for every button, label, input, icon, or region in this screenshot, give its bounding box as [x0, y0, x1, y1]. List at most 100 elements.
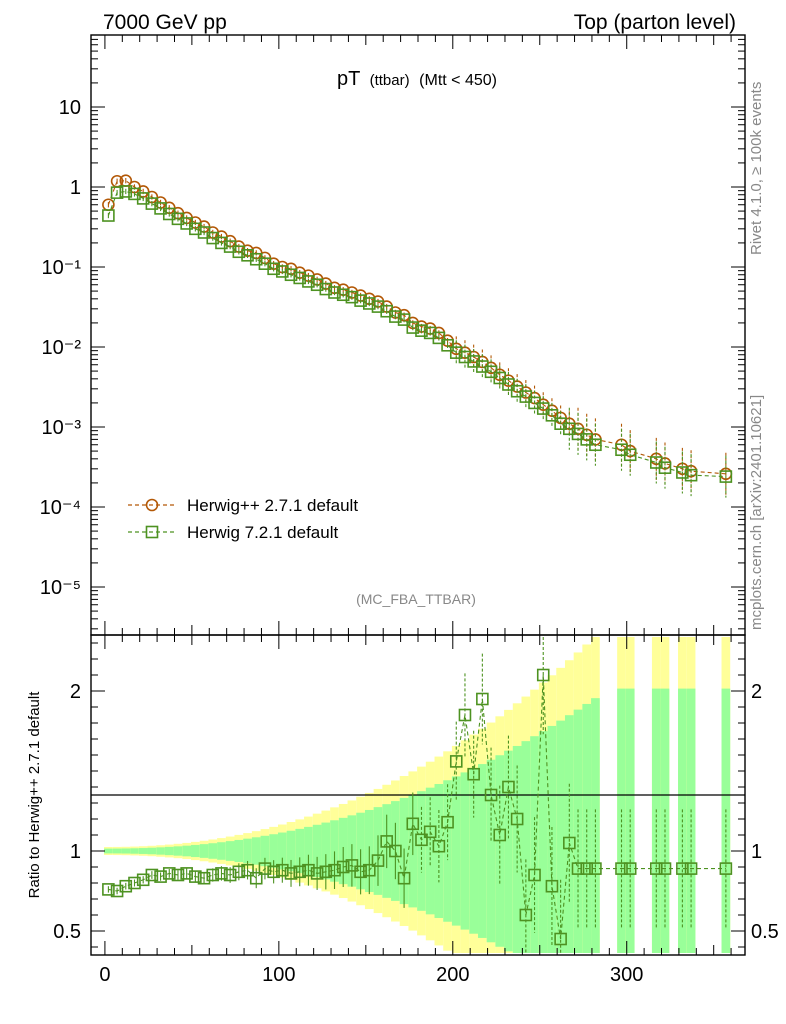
- ratio-point: [284, 867, 298, 880]
- ratio-point: [362, 863, 376, 877]
- data-point-herwig7: [102, 209, 115, 222]
- ratio-point: [449, 755, 463, 768]
- ratio-point: [354, 865, 367, 879]
- x-tick-label: 200: [436, 964, 469, 986]
- legend-entry-herwigpp: Herwig++ 2.7.1 default: [128, 496, 358, 515]
- band-green: [182, 845, 192, 857]
- ratio-point: [102, 883, 115, 896]
- band-green: [269, 834, 278, 868]
- data-point-herwig7: [276, 265, 289, 278]
- ratio-point: [580, 862, 594, 875]
- band-green: [425, 787, 435, 915]
- ratio-point: [145, 868, 159, 882]
- ratio-point: [302, 863, 315, 877]
- watermark: (MC_FBA_TTBAR): [356, 591, 476, 607]
- data-point-herwig7: [397, 313, 411, 326]
- ratio-point: [380, 835, 393, 848]
- ratio-y-tick-label: 1: [70, 841, 81, 863]
- ratio-point: [154, 870, 167, 883]
- x-tick-label: 0: [99, 964, 110, 986]
- header-right: Top (parton level): [574, 11, 736, 34]
- y-tick-label: 1: [70, 177, 81, 199]
- data-point-herwig7: [493, 371, 507, 385]
- ratio-point: [206, 868, 220, 882]
- ratio-point: [258, 862, 272, 875]
- data-point-herwig7: [676, 466, 689, 479]
- band-green: [460, 772, 470, 930]
- data-point-herwig7: [171, 212, 185, 226]
- ratio-y-tick-label-right: 1: [751, 841, 762, 863]
- band-green: [538, 731, 548, 953]
- y-tick-label: 10: [59, 97, 81, 119]
- main-series: [102, 174, 733, 498]
- ratio-point: [345, 859, 359, 872]
- ratio-point: [476, 692, 489, 706]
- ratio-point: [493, 828, 507, 842]
- data-point-herwig7: [519, 390, 533, 403]
- data-point-herwig7: [458, 350, 472, 364]
- ratio-point: [649, 862, 663, 875]
- band-green: [225, 841, 235, 861]
- ratio-point: [276, 863, 289, 877]
- data-point-herwig7: [719, 470, 733, 483]
- ratio-point: [623, 862, 637, 875]
- main-ticks: 10 1 10⁻¹ 10⁻² 10⁻³ 10⁻⁴ 10⁻⁵: [40, 35, 745, 635]
- ratio-point: [267, 865, 280, 879]
- ratio-point: [389, 844, 402, 858]
- data-point-herwig7: [415, 324, 428, 337]
- ratio-point: [589, 862, 602, 875]
- title-main: pT: [337, 68, 360, 90]
- ratio-point: [128, 876, 141, 890]
- data-point-herwig7: [658, 461, 672, 474]
- data-point-herwig7: [623, 448, 637, 462]
- ratio-ticks: 0.5 0.5 1 1 2 2 0 100 200 300: [53, 635, 779, 986]
- band-green: [104, 848, 113, 854]
- data-point-herwig7: [110, 186, 124, 199]
- data-point-herwig7: [128, 187, 141, 201]
- band-green: [451, 776, 461, 926]
- ratio-point: [319, 865, 333, 879]
- data-point-herwig7: [502, 378, 515, 391]
- data-point-herwig7: [232, 245, 246, 259]
- data-point-herwig7: [449, 346, 463, 359]
- band-green: [217, 842, 226, 860]
- rivet-label: Rivet 4.1.0, ≥ 100k events: [748, 82, 765, 255]
- band-green: [121, 848, 131, 854]
- ratio-point: [171, 868, 185, 882]
- ratio-point: [223, 868, 237, 882]
- y-tick-label: 10⁻⁴: [40, 497, 81, 519]
- title-cond: (Mtt < 450): [419, 72, 497, 89]
- ratio-point: [510, 812, 524, 826]
- x-tick-label: 100: [262, 964, 295, 986]
- ratio-point: [197, 871, 211, 885]
- main-frame: [90, 34, 746, 636]
- band-green: [199, 844, 209, 858]
- data-point-herwig7: [536, 402, 550, 415]
- ratio-point: [545, 879, 559, 893]
- ratio-point: [658, 862, 672, 875]
- ratio-point: [684, 862, 698, 875]
- data-point-herwig7: [119, 185, 133, 198]
- data-point-herwig7: [354, 294, 367, 307]
- band-green: [243, 838, 252, 864]
- ratio-point: [119, 879, 133, 893]
- ratio-point: [615, 862, 628, 875]
- ratio-point: [249, 871, 263, 885]
- band-green: [486, 759, 496, 943]
- ratio-y-tick-label: 2: [70, 681, 81, 703]
- series-line-herwig7: [107, 190, 726, 478]
- ratio-point: [432, 839, 446, 853]
- data-point-herwig7: [406, 321, 420, 334]
- band-green: [469, 768, 479, 934]
- header-left: 7000 GeV pp: [103, 11, 227, 34]
- ratio-point: [215, 867, 228, 880]
- ratio-point: [232, 865, 246, 879]
- ratio-point: [571, 862, 585, 875]
- band-green: [260, 835, 270, 867]
- mcplots-label: mcplots.cern.ch [arXiv:2401.10621]: [748, 395, 765, 630]
- ratio-ylabel: Ratio to Herwig++ 2.7.1 default: [26, 691, 43, 899]
- band-green: [191, 844, 200, 858]
- data-point-herwig7: [249, 252, 263, 266]
